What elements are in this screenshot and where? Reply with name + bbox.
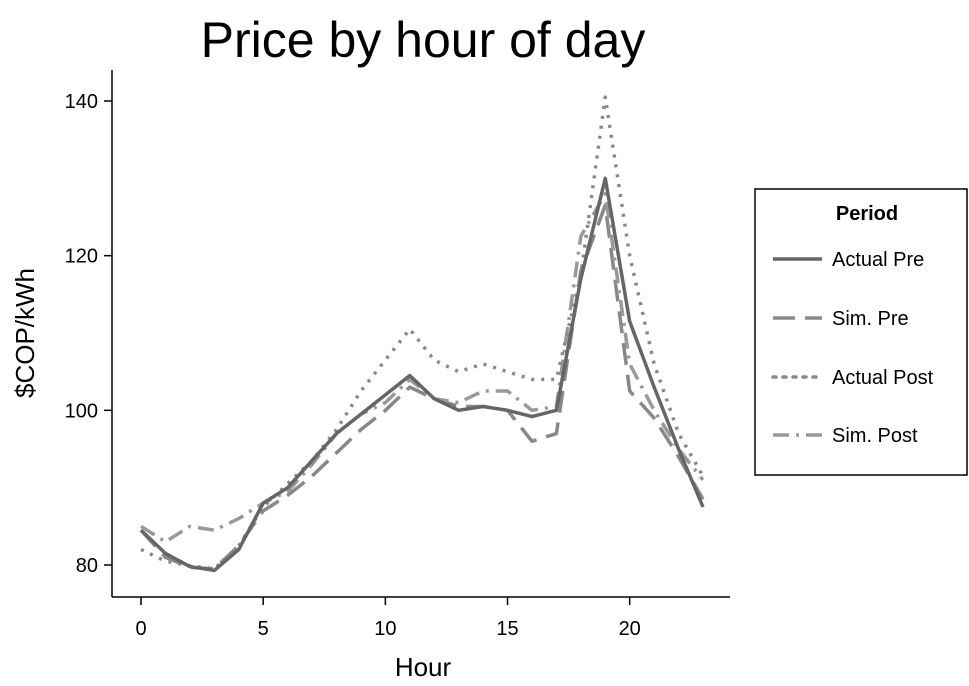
x-tick-label: 20 xyxy=(619,618,641,640)
legend-label-sim-pre: Sim. Pre xyxy=(832,308,909,330)
x-tick-label: 10 xyxy=(374,618,396,640)
y-tick-label: 100 xyxy=(65,400,98,422)
legend: Period Actual Pre Sim. Pre Actual Post Sim.… xyxy=(754,188,968,476)
chart-title: Price by hour of day xyxy=(201,12,646,68)
legend-label-actual-pre: Actual Pre xyxy=(832,249,924,271)
legend-box xyxy=(754,188,968,476)
y-axis-ticks: 80 100 120 140 xyxy=(65,91,112,577)
legend-title: Period xyxy=(836,203,898,225)
series-line-actual-pre xyxy=(139,176,705,573)
series-line-actual-post xyxy=(140,95,705,571)
x-tick-label: 15 xyxy=(496,618,518,640)
y-axis-label: $COP/kWh xyxy=(10,268,40,398)
x-axis-label: Hour xyxy=(395,652,452,681)
series-line-sim-pre xyxy=(139,203,705,571)
series-group xyxy=(139,95,705,573)
y-tick-label: 140 xyxy=(65,91,98,113)
legend-label-sim-post: Sim. Post xyxy=(832,425,918,447)
x-axis-ticks: 0 5 10 15 20 xyxy=(135,597,641,640)
plot-area: 80 100 120 140 0 5 10 15 20 xyxy=(65,70,730,640)
x-tick-label: 0 xyxy=(135,618,146,640)
y-tick-label: 120 xyxy=(65,246,98,268)
x-tick-label: 5 xyxy=(258,618,269,640)
legend-entries: Actual Pre Sim. Pre Actual Post Sim. Post xyxy=(771,249,934,447)
series-line-sim-post xyxy=(140,192,705,544)
legend-label-actual-post: Actual Post xyxy=(832,367,934,389)
y-tick-label: 80 xyxy=(76,555,98,577)
